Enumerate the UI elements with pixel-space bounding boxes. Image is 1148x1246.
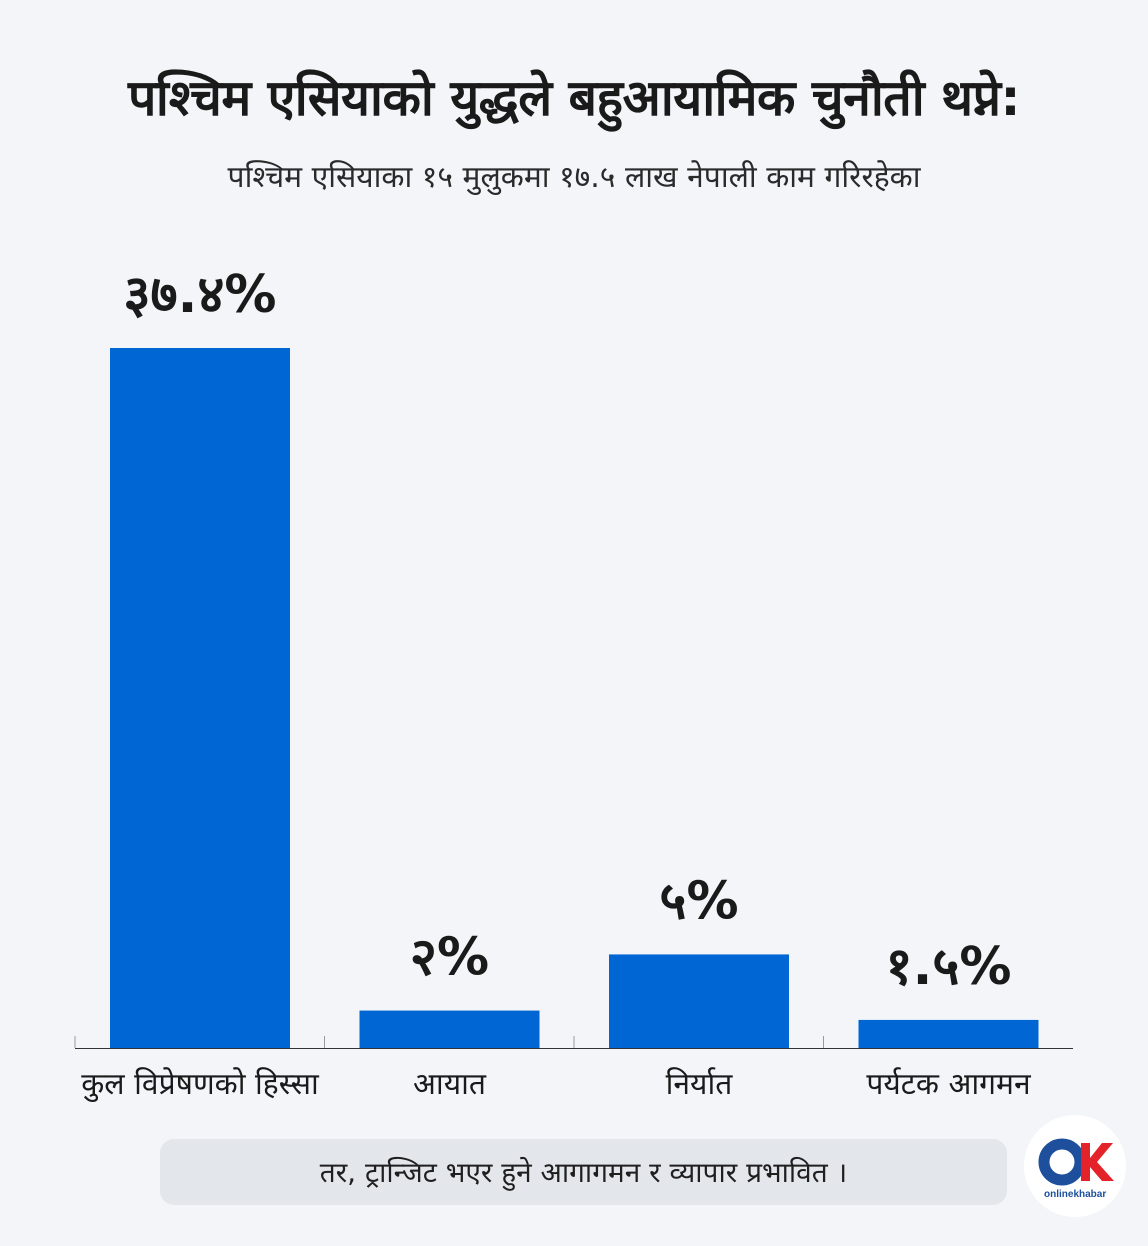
bar — [359, 1010, 540, 1048]
category-label: निर्यात — [666, 1067, 734, 1102]
footer-note: तर, ट्रान्जिट भएर हुने आगागमन र व्यापार … — [160, 1139, 1007, 1205]
logo-o-shape — [1038, 1138, 1086, 1186]
bar-value-label: ५% — [659, 871, 738, 931]
bar — [110, 348, 290, 1048]
bar-chart: ३७.४% कुल विप्रेषणको हिस्सा २% आयात ५% निर्या… — [74, 265, 1073, 1103]
logo-k-shape — [1081, 1143, 1114, 1181]
category-label: पर्यटक आगमन — [866, 1067, 1032, 1102]
bar — [609, 954, 789, 1048]
chart-subtitle: पश्चिम एसियाका १५ मुलुकमा १७.५ लाख नेपाल… — [227, 160, 921, 195]
category-label: कुल विप्रेषणको हिस्सा — [81, 1067, 320, 1103]
logo-wordmark: onlinekhabar — [1044, 1189, 1106, 1200]
bar-value-label: ३७.४% — [124, 265, 277, 325]
onlinekhabar-logo: onlinekhabar — [1024, 1115, 1126, 1217]
bar-value-label: २% — [410, 928, 489, 988]
bar — [858, 1019, 1039, 1048]
category-label: आयात — [413, 1067, 487, 1102]
bar-value-label: १.५% — [886, 937, 1012, 997]
chart-title: पश्चिम एसियाको युद्धले बहुआयामिक चुनौती … — [127, 69, 1021, 127]
